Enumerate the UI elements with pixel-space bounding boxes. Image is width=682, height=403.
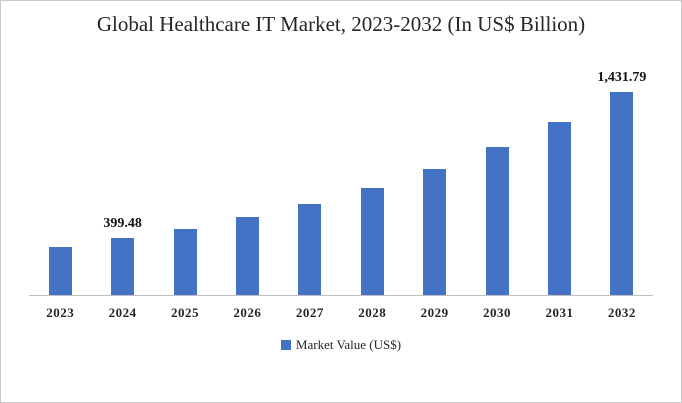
bar-column: 1,431.79	[591, 70, 653, 296]
bar-column: 399.48	[91, 216, 153, 296]
x-tick-label: 2024	[108, 305, 137, 321]
bar-2030	[485, 147, 509, 296]
x-tick-label: 2026	[233, 305, 262, 321]
bar-2026	[235, 217, 259, 296]
bar-value-label: 399.48	[103, 216, 142, 232]
bar-column	[279, 182, 341, 296]
bar-column	[403, 147, 465, 296]
x-tick-label: 2029	[420, 305, 449, 321]
x-tick-label: 2023	[46, 305, 75, 321]
bar-2024	[111, 238, 135, 296]
bar-2023	[48, 247, 72, 296]
bar-2025	[173, 229, 197, 296]
x-tick-label: 2025	[171, 305, 200, 321]
bar-value-label: 1,431.79	[597, 70, 647, 86]
bar-column	[154, 207, 216, 296]
legend: Market Value (US$)	[1, 337, 681, 353]
legend-label: Market Value (US$)	[295, 337, 402, 353]
x-tick-label: 2027	[295, 305, 324, 321]
bar-2027	[298, 204, 322, 296]
chart-title: Global Healthcare IT Market, 2023-2032 (…	[96, 12, 586, 36]
legend-swatch-icon	[280, 340, 291, 351]
x-tick-label: 2032	[607, 305, 636, 321]
x-tick-label: 2030	[483, 305, 512, 321]
bar-2029	[423, 169, 447, 296]
x-tick-label: 2028	[358, 305, 387, 321]
bar-2032	[610, 92, 634, 296]
bar-column	[341, 166, 403, 296]
x-axis-labels: 2023 2024 2025 2026 2027 2028 2029 2030 2031 2032	[29, 296, 653, 321]
bar-column	[466, 125, 528, 296]
bar-column	[216, 195, 278, 296]
bar-chart: 399.48 1,431.79 2023 2024 2025 2026 2027 2028 2…	[29, 52, 653, 321]
bar-column	[29, 225, 91, 296]
bars-row: 399.48 1,431.79	[29, 52, 653, 297]
bar-column	[528, 100, 590, 296]
x-tick-label: 2031	[545, 305, 574, 321]
bar-2028	[360, 188, 384, 296]
bar-2031	[547, 122, 571, 296]
